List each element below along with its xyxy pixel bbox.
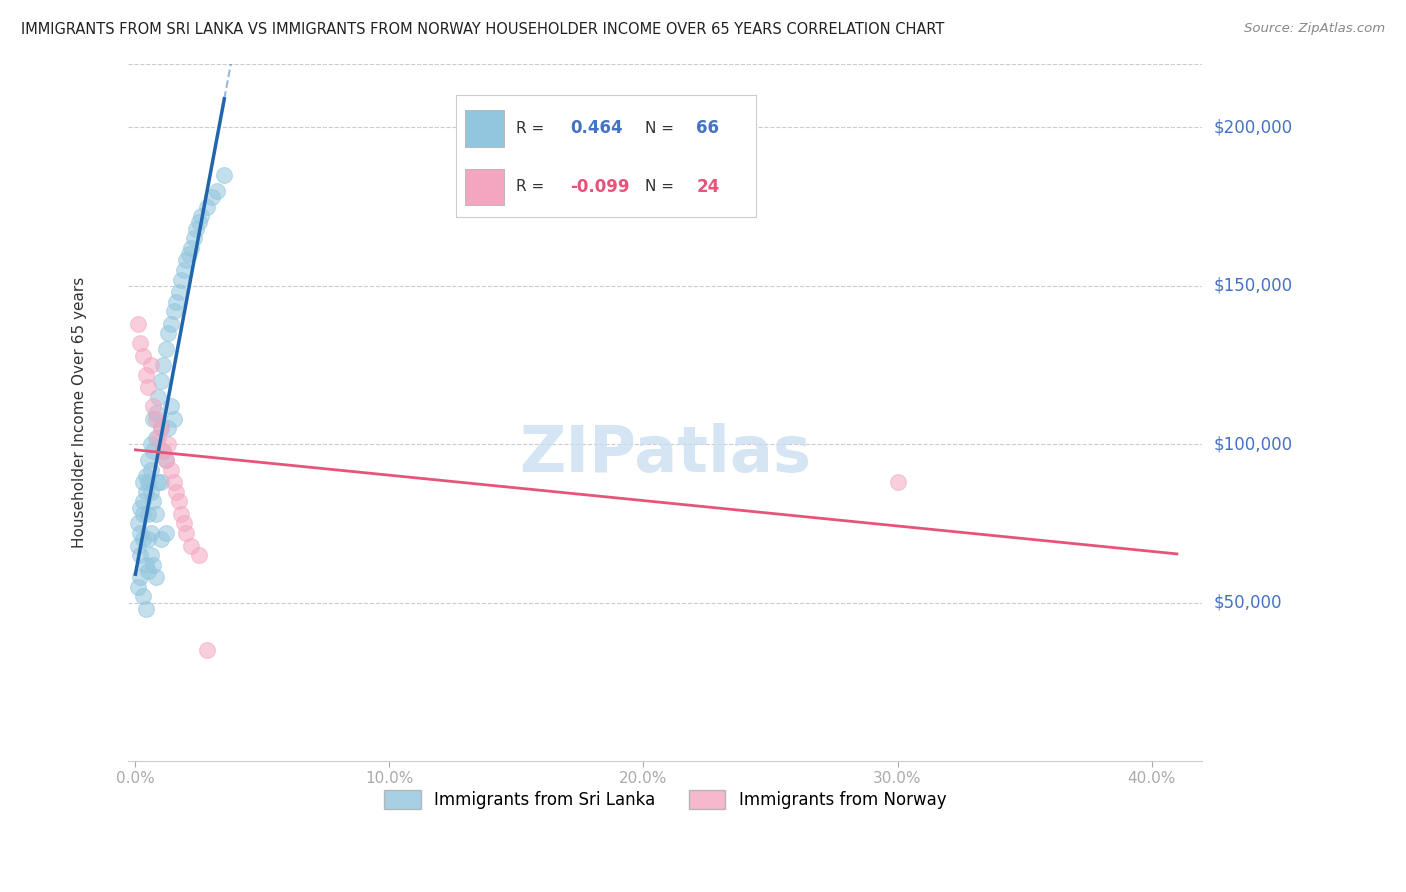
- Point: [162, 475, 184, 490]
- Point: [152, 443, 174, 458]
- Text: IMMIGRANTS FROM SRI LANKA VS IMMIGRANTS FROM NORWAY HOUSEHOLDER INCOME OVER 65 Y: IMMIGRANTS FROM SRI LANKA VS IMMIGRANTS …: [21, 22, 945, 37]
- Point: [170, 272, 193, 286]
- Point: [129, 570, 152, 584]
- Point: [135, 602, 157, 616]
- Point: [142, 443, 165, 458]
- Point: [149, 475, 172, 490]
- Point: [129, 525, 152, 540]
- Point: [160, 317, 183, 331]
- Text: $150,000: $150,000: [1213, 277, 1292, 295]
- Point: [148, 475, 170, 490]
- Point: [145, 431, 167, 445]
- Point: [127, 539, 149, 553]
- Point: [162, 304, 184, 318]
- Text: $200,000: $200,000: [1213, 119, 1292, 136]
- Point: [132, 494, 155, 508]
- Point: [136, 533, 159, 547]
- Text: Householder Income Over 65 years: Householder Income Over 65 years: [72, 277, 87, 549]
- Point: [155, 453, 177, 467]
- Point: [135, 484, 157, 499]
- Point: [145, 412, 167, 426]
- Text: ZIPatlas: ZIPatlas: [519, 424, 811, 485]
- Point: [149, 421, 172, 435]
- Point: [162, 412, 184, 426]
- Point: [195, 200, 218, 214]
- Point: [174, 525, 197, 540]
- Point: [173, 263, 195, 277]
- Point: [127, 317, 149, 331]
- Point: [148, 390, 170, 404]
- Point: [136, 453, 159, 467]
- Point: [142, 399, 165, 413]
- Point: [139, 462, 162, 476]
- Point: [149, 421, 172, 435]
- Point: [135, 368, 157, 382]
- Point: [132, 507, 155, 521]
- Point: [139, 437, 162, 451]
- Point: [155, 525, 177, 540]
- Point: [135, 558, 157, 572]
- Point: [132, 349, 155, 363]
- Point: [201, 190, 224, 204]
- Point: [195, 643, 218, 657]
- Point: [170, 507, 193, 521]
- Point: [187, 548, 209, 562]
- Text: Source: ZipAtlas.com: Source: ZipAtlas.com: [1244, 22, 1385, 36]
- Point: [129, 548, 152, 562]
- Point: [132, 533, 155, 547]
- Point: [187, 215, 209, 229]
- Point: [127, 516, 149, 531]
- Point: [173, 516, 195, 531]
- Point: [157, 437, 180, 451]
- Point: [129, 500, 152, 515]
- Point: [145, 570, 167, 584]
- Point: [167, 494, 190, 508]
- Point: [190, 209, 212, 223]
- Point: [186, 222, 208, 236]
- Point: [136, 380, 159, 394]
- Point: [167, 285, 190, 300]
- Point: [177, 247, 200, 261]
- Point: [205, 184, 228, 198]
- Text: $100,000: $100,000: [1213, 435, 1292, 453]
- Point: [139, 484, 162, 499]
- Point: [136, 507, 159, 521]
- Point: [148, 431, 170, 445]
- Point: [160, 462, 183, 476]
- Text: $50,000: $50,000: [1213, 594, 1282, 612]
- Point: [127, 580, 149, 594]
- Point: [145, 406, 167, 420]
- Point: [886, 475, 908, 490]
- Point: [155, 342, 177, 356]
- Point: [155, 453, 177, 467]
- Point: [152, 358, 174, 372]
- Point: [136, 564, 159, 578]
- Point: [180, 539, 202, 553]
- Point: [165, 294, 187, 309]
- Point: [149, 533, 172, 547]
- Point: [152, 443, 174, 458]
- Point: [214, 168, 236, 182]
- Point: [142, 558, 165, 572]
- Point: [129, 335, 152, 350]
- Point: [183, 231, 205, 245]
- Point: [142, 412, 165, 426]
- Point: [160, 399, 183, 413]
- Point: [157, 326, 180, 341]
- Point: [139, 548, 162, 562]
- Point: [165, 484, 187, 499]
- Point: [174, 253, 197, 268]
- Legend: Immigrants from Sri Lanka, Immigrants from Norway: Immigrants from Sri Lanka, Immigrants fr…: [377, 783, 953, 815]
- Point: [157, 421, 180, 435]
- Point: [180, 241, 202, 255]
- Point: [135, 469, 157, 483]
- Point: [149, 374, 172, 388]
- Point: [139, 525, 162, 540]
- Point: [132, 475, 155, 490]
- Point: [139, 358, 162, 372]
- Point: [142, 494, 165, 508]
- Point: [132, 590, 155, 604]
- Point: [136, 475, 159, 490]
- Point: [145, 507, 167, 521]
